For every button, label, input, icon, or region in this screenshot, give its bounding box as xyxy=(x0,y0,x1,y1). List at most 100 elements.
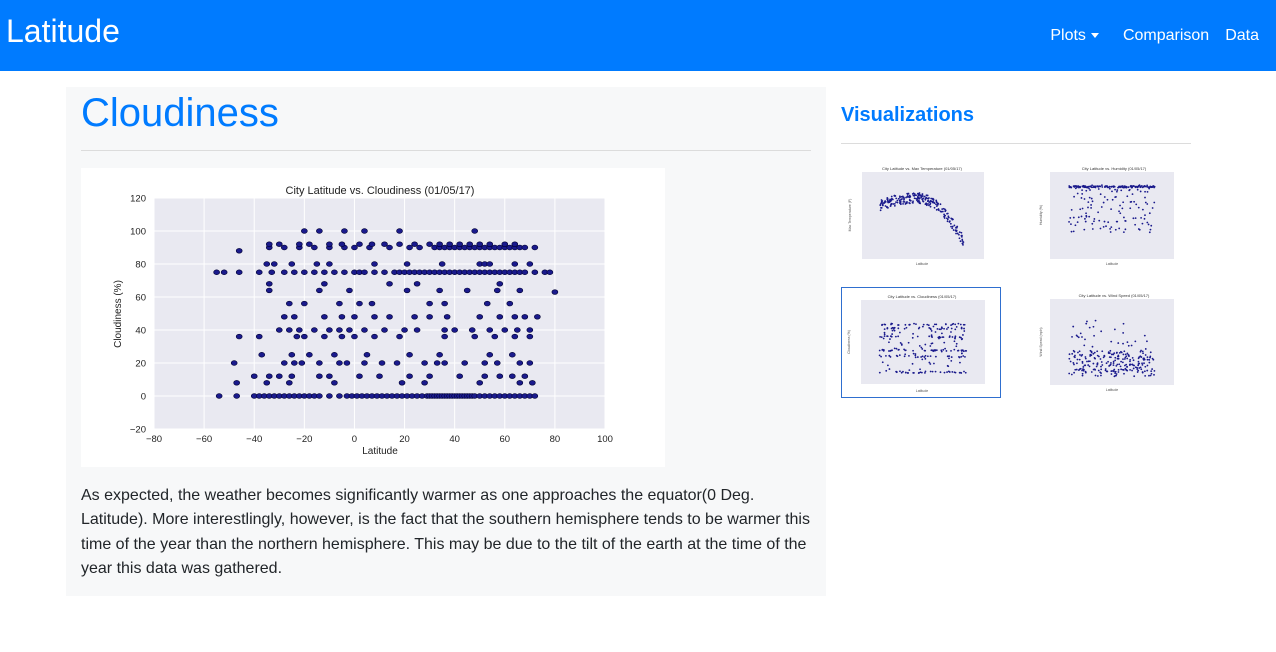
thumbnail-point xyxy=(916,335,919,338)
data-point xyxy=(521,269,529,275)
thumbnail-point xyxy=(1144,190,1146,193)
brand-link[interactable]: Latitude xyxy=(6,13,120,49)
data-point xyxy=(298,360,306,366)
thumbnail-point xyxy=(950,349,952,352)
thumbnail-point xyxy=(1110,185,1113,188)
thumbnail-point xyxy=(1114,356,1117,359)
thumbnail-point xyxy=(1112,364,1115,367)
data-point xyxy=(215,393,223,399)
thumbnail-point xyxy=(1144,201,1147,204)
thumbnail-point xyxy=(899,200,902,203)
thumbnail-point xyxy=(901,198,903,200)
nav-plots-dropdown[interactable]: Plots xyxy=(1042,26,1107,46)
data-point xyxy=(280,244,288,251)
thumbnail-point xyxy=(942,348,945,351)
data-point xyxy=(393,360,401,366)
thumbnail-point xyxy=(931,349,933,352)
thumbnail-point xyxy=(1093,368,1096,371)
thumbnail-point xyxy=(1110,208,1113,211)
thumbnail-point xyxy=(960,338,963,341)
thumbnail-point xyxy=(1137,185,1140,187)
data-point xyxy=(336,300,343,307)
thumbnail-point xyxy=(880,336,883,339)
thumbnail-point xyxy=(1076,362,1078,365)
y-tick-label: 0 xyxy=(141,392,146,403)
thumbnail-point xyxy=(891,198,894,201)
data-point xyxy=(311,269,318,275)
thumbnail-point xyxy=(1085,212,1087,215)
thumbnail-point xyxy=(1072,230,1075,233)
data-point xyxy=(426,314,433,320)
thumbnail-point xyxy=(1096,185,1099,188)
thumbnail-humidity[interactable]: City Latitude vs. Humidity (01/05/17) La… xyxy=(1034,163,1192,271)
thumbnail-point xyxy=(907,192,910,195)
thumbnail-point xyxy=(927,197,930,200)
data-point xyxy=(476,380,484,386)
thumbnail-wind-speed[interactable]: City Latitude vs. Wind Speed (01/05/17) … xyxy=(1034,290,1192,398)
data-point xyxy=(493,360,501,366)
thumbnail-point xyxy=(1096,375,1099,377)
thumbnail-point xyxy=(902,196,905,199)
thumbnail-point xyxy=(911,193,914,195)
thumbnail-point xyxy=(1107,221,1110,224)
data-point xyxy=(426,241,433,247)
top-navbar: Latitude Plots Comparison Data xyxy=(0,0,1276,71)
data-point xyxy=(311,244,318,251)
data-point xyxy=(413,281,421,287)
data-point xyxy=(250,373,258,379)
thumbnail-ylabel: Humidity (%) xyxy=(1039,205,1043,225)
thumbnail-point xyxy=(1084,220,1087,223)
thumbnail-max-temperature[interactable]: City Latitude vs. Max Temperature (01/05… xyxy=(842,163,1000,271)
data-point xyxy=(351,333,358,340)
x-tick-label: −80 xyxy=(146,434,162,445)
x-tick-label: 80 xyxy=(550,434,561,445)
thumbnail-point xyxy=(1097,211,1100,214)
data-point xyxy=(316,393,323,399)
thumbnail-point xyxy=(1126,352,1129,355)
thumbnail-point xyxy=(1090,207,1092,209)
thumbnail-point xyxy=(963,327,965,330)
thumbnail-point xyxy=(891,349,893,352)
data-point xyxy=(398,380,406,386)
thumbnail-point xyxy=(884,205,887,207)
thumbnail-point xyxy=(918,201,921,203)
data-point xyxy=(534,314,541,320)
thumbnail-point xyxy=(900,344,903,346)
thumbnail-point xyxy=(883,349,885,351)
thumbnail-point xyxy=(1122,342,1124,345)
thumbnail-point xyxy=(1123,358,1126,360)
thumbnail-point xyxy=(880,355,882,358)
nav-comparison-link[interactable]: Comparison xyxy=(1122,26,1210,44)
thumbnail-point xyxy=(1099,227,1102,230)
nav-data-link[interactable]: Data xyxy=(1225,26,1259,44)
thumbnail-point xyxy=(893,202,896,205)
thumbnail-point xyxy=(945,350,948,352)
data-point xyxy=(413,327,421,333)
thumbnail-point xyxy=(1107,360,1109,363)
thumbnail-point xyxy=(1127,354,1130,356)
thumbnail-point xyxy=(951,371,954,373)
caret-down-icon xyxy=(1090,33,1099,38)
data-point xyxy=(286,327,293,333)
thumbnail-cloudiness[interactable]: City Latitude vs. Cloudiness (01/05/17) … xyxy=(841,287,1001,398)
thumbnail-point xyxy=(1144,348,1147,350)
thumbnail-point xyxy=(933,362,935,365)
thumbnail-point xyxy=(907,195,910,198)
data-point xyxy=(301,333,308,340)
data-point xyxy=(436,352,443,358)
data-point xyxy=(381,269,388,275)
thumbnail-point xyxy=(1080,197,1083,199)
thumbnail-point xyxy=(924,203,927,206)
x-tick-label: −20 xyxy=(296,434,312,445)
thumbnail-point xyxy=(1143,334,1146,337)
x-tick-label: −60 xyxy=(196,434,212,445)
thumbnail-point xyxy=(1143,370,1146,373)
thumbnail-point xyxy=(958,231,961,234)
thumbnail-point xyxy=(943,213,946,216)
thumbnail-point xyxy=(953,340,956,343)
thumbnail-point xyxy=(950,359,953,362)
thumbnail-point xyxy=(1082,366,1085,368)
data-point xyxy=(326,261,333,267)
thumbnail-point xyxy=(935,201,938,204)
thumbnail-point xyxy=(1116,220,1119,223)
